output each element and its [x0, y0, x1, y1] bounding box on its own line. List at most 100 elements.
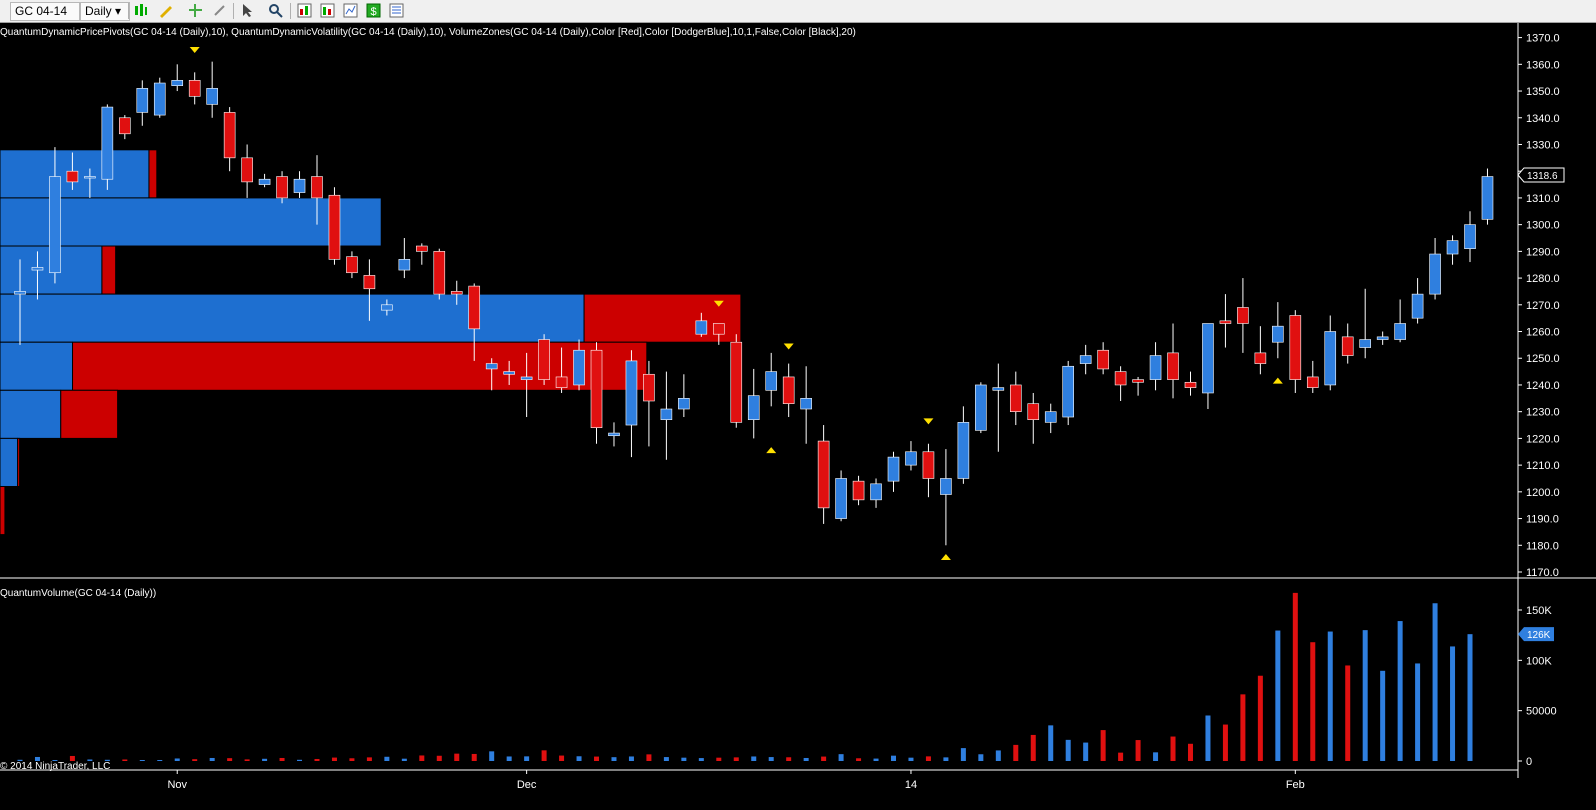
candle-body [1062, 365, 1074, 418]
volume-bar [1380, 670, 1386, 761]
candle-body [1097, 349, 1109, 370]
candle-body [625, 360, 638, 426]
candle-body [1446, 240, 1459, 255]
candle-body [1359, 339, 1371, 348]
volume-zone-buy [0, 389, 62, 439]
price-tick-label: 1240.0 [1526, 380, 1560, 392]
volume-zone-sell [17, 437, 21, 487]
candle-body [887, 456, 900, 482]
volume-bar [139, 759, 145, 761]
magnifier-icon[interactable] [268, 3, 283, 18]
candle-body [782, 376, 795, 404]
volume-bar [1030, 734, 1036, 761]
zoom-icon[interactable] [212, 3, 227, 18]
candle-body [905, 451, 917, 466]
candle-body [817, 440, 830, 509]
toolbar-divider [233, 3, 234, 19]
candle-body [1114, 371, 1127, 386]
candle-body [468, 285, 481, 330]
properties-icon[interactable] [343, 3, 358, 18]
toolbar-divider [128, 3, 129, 19]
volume-bar [733, 757, 739, 761]
time-tick-label: 14 [905, 779, 917, 791]
dollar-icon[interactable]: $ [366, 3, 381, 18]
pivot-low-marker [1272, 377, 1283, 384]
candle-body [485, 363, 498, 370]
volume-bar [262, 758, 268, 761]
volume-bar [908, 757, 914, 761]
candle-body [119, 117, 131, 135]
volume-bar [297, 759, 303, 761]
candle-body [1254, 352, 1267, 364]
candle-color-icon[interactable] [320, 3, 335, 18]
volume-zones [0, 149, 742, 536]
volume-tick-label: 50000 [1526, 706, 1557, 718]
candle-body [276, 176, 288, 199]
pivot-high-marker [713, 300, 724, 307]
volume-bar [506, 756, 512, 761]
candle-body [66, 170, 79, 183]
candle-body [1044, 411, 1057, 423]
candle-body [608, 432, 620, 437]
chart-canvas[interactable]: 1170.0 1180.0 1190.0 1200.0 1210.0 1220.0 1230… [0, 23, 1596, 810]
bar-type-icon[interactable] [133, 3, 148, 18]
candle-body [712, 323, 725, 335]
candle-body [1272, 325, 1284, 343]
volume-bar [192, 759, 198, 761]
cursor-icon[interactable] [240, 3, 255, 18]
volume-bar [873, 758, 879, 761]
price-tick-label: 1340.0 [1526, 113, 1560, 125]
volume-bar [576, 756, 582, 761]
candle-body [188, 80, 201, 97]
volume-bar [384, 756, 390, 761]
candle-body [1394, 323, 1406, 340]
volume-bar [1415, 663, 1421, 761]
candle-body [1027, 403, 1040, 420]
template-icon[interactable] [389, 3, 404, 18]
candle-body [503, 371, 515, 375]
instrument-select[interactable]: GC 04-14 ▾ [10, 2, 80, 35]
volume-bar [174, 758, 180, 761]
volume-bar [1275, 630, 1281, 761]
volume-tick-label: 150K [1526, 605, 1552, 617]
pencil-draw-icon[interactable] [158, 3, 173, 18]
copyright-label: © 2014 NinjaTrader, LLC [0, 761, 110, 772]
volume-bar [1048, 725, 1054, 761]
candle-body [835, 478, 847, 519]
volume-bar [1135, 740, 1141, 761]
candle-body [992, 387, 1005, 391]
price-pivots [189, 46, 1283, 560]
candle-body [258, 178, 271, 185]
candle-body [1481, 176, 1494, 220]
volume-zone-buy [0, 293, 585, 343]
chart-background [0, 23, 1596, 810]
chart-trader-icon[interactable] [297, 3, 312, 18]
volume-bar [524, 756, 530, 761]
candle-body [852, 480, 865, 501]
candle-body [1306, 376, 1319, 388]
candle-body [381, 304, 393, 311]
candle-body [643, 373, 655, 402]
volume-bar [1327, 631, 1333, 761]
volume-bar [1345, 665, 1351, 761]
volume-zone-buy [0, 341, 74, 391]
volume-bar [1013, 744, 1019, 761]
last-volume-marker: 126K [1518, 627, 1554, 642]
volume-bar [227, 758, 233, 761]
svg-text:$: $ [370, 6, 376, 18]
period-select[interactable]: Daily ▾ [80, 2, 130, 21]
volume-bar [1170, 736, 1176, 761]
volume-zone-buy [0, 437, 19, 487]
price-tick-label: 1170.0 [1526, 567, 1559, 579]
candle-body [1132, 379, 1144, 383]
candle-body [1289, 315, 1302, 380]
candle-body [730, 341, 743, 423]
volume-bar [244, 759, 250, 761]
candle-body [538, 339, 550, 380]
last-volume-label: 126K [1527, 630, 1551, 641]
volume-bar [803, 757, 809, 761]
candle-body [223, 112, 236, 159]
crosshair-icon[interactable] [188, 3, 203, 18]
candle-body [695, 320, 708, 335]
volume-bar [943, 757, 949, 761]
